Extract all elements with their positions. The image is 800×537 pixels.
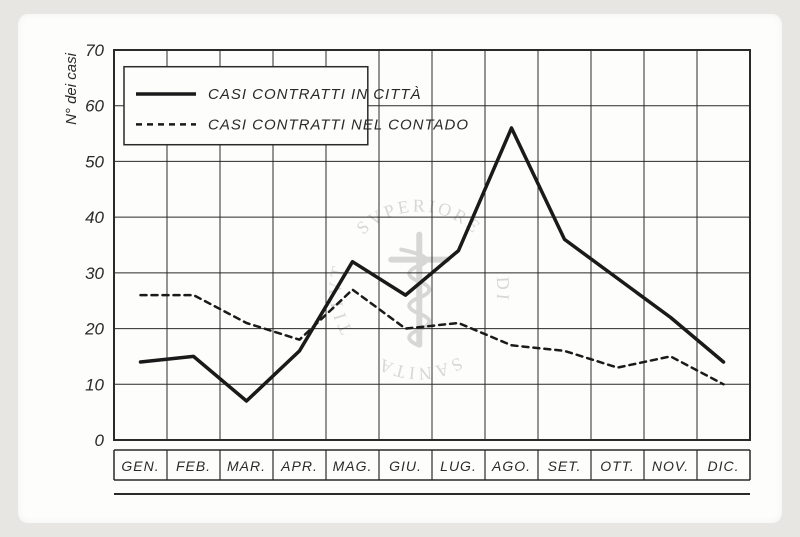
month-label: DIC.: [708, 458, 740, 474]
y-axis-title: N° dei casi: [63, 52, 80, 125]
month-label: GIU.: [389, 458, 422, 474]
y-tick-label: 30: [85, 264, 104, 283]
month-label: OTT.: [600, 458, 635, 474]
svg-text:DI: DI: [492, 276, 513, 304]
month-label: FEB.: [176, 458, 211, 474]
y-tick-label: 0: [95, 431, 105, 450]
month-label: APR.: [280, 458, 318, 474]
y-ticks: 0 10 20 30 40 50 60 70: [84, 42, 104, 450]
svg-text:SANITA: SANITA: [373, 354, 466, 384]
y-tick-label: 10: [85, 375, 104, 394]
month-label: SET.: [548, 458, 582, 474]
legend-label: CASI CONTRATTI IN CITTÀ: [208, 86, 422, 103]
line-chart: SVPERIOREDISANITAISTITVTO010203040506070…: [58, 42, 758, 502]
y-tick-label: 40: [85, 208, 104, 227]
month-label: MAR.: [227, 458, 266, 474]
month-label: AGO.: [491, 458, 531, 474]
month-label: MAG.: [333, 458, 373, 474]
photo-frame: SVPERIOREDISANITAISTITVTO010203040506070…: [18, 14, 782, 523]
month-label: GEN.: [121, 458, 159, 474]
y-tick-label: 50: [85, 152, 104, 171]
chart-container: SVPERIOREDISANITAISTITVTO010203040506070…: [58, 42, 758, 502]
y-tick-label: 60: [85, 97, 104, 116]
y-tick-label: 70: [85, 42, 104, 60]
y-tick-label: 20: [84, 320, 104, 339]
x-axis-band: GEN. FEB. MAR. APR. MAG. GIU. LUG. AGO. SET. OTT.…: [114, 450, 750, 494]
month-label: LUG.: [440, 458, 477, 474]
legend-label: CASI CONTRATTI NEL CONTADO: [208, 116, 469, 133]
month-label: NOV.: [652, 458, 689, 474]
